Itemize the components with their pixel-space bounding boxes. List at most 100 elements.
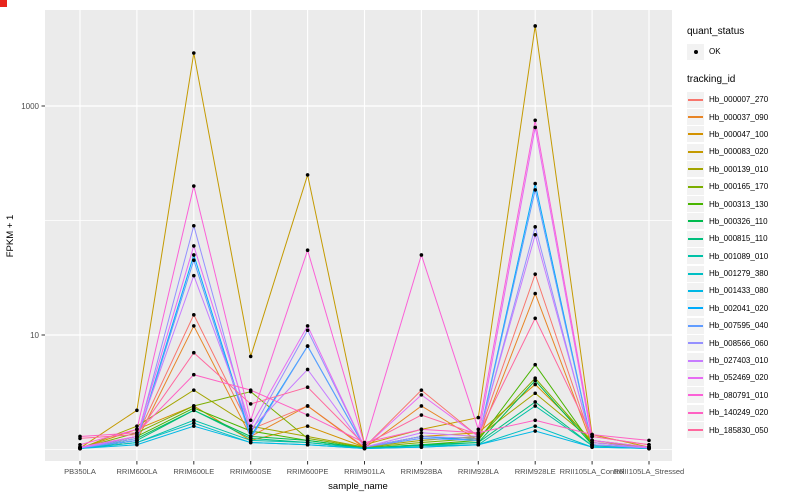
legend-title-tracking-id: tracking_id [687, 74, 736, 85]
corner-marker [0, 0, 7, 7]
data-point [248, 354, 253, 359]
data-point [192, 184, 196, 188]
data-point [476, 427, 481, 432]
legend-key [687, 387, 704, 404]
legend-item-Hb_001433_080: Hb_001433_080 [687, 282, 799, 299]
data-point [192, 350, 196, 355]
data-point [419, 388, 424, 392]
legend-key [687, 213, 704, 230]
data-point [192, 223, 196, 228]
legend-item-label: Hb_001089_010 [709, 251, 769, 261]
legend-item-Hb_000326_110: Hb_000326_110 [687, 213, 799, 230]
legend-key [687, 143, 704, 160]
line-key-icon [688, 133, 703, 136]
data-point [305, 248, 310, 253]
x-tick-label: RRIM600LA [116, 467, 157, 476]
legend-item-Hb_001279_380: Hb_001279_380 [687, 265, 799, 282]
data-point [533, 181, 537, 186]
data-point [135, 442, 139, 447]
line-key-icon [688, 411, 703, 414]
line-key-icon [688, 150, 703, 153]
legend-item-label: Hb_007595_040 [709, 321, 769, 331]
data-point [135, 427, 139, 432]
data-point [533, 382, 537, 387]
data-point [305, 424, 310, 428]
data-point [305, 442, 310, 447]
panel-bg [45, 10, 672, 461]
x-tick-label: RRIM600LE [173, 467, 214, 476]
legend-key [687, 300, 704, 317]
legend-item-label: Hb_000007_270 [709, 95, 769, 105]
data-point [78, 442, 82, 447]
data-point [305, 385, 310, 390]
data-point [533, 272, 537, 276]
x-tick-label: RRIM928BA [401, 467, 443, 476]
data-point [192, 418, 196, 423]
legend-key [687, 282, 704, 299]
x-tick-label: RRIM600PE [287, 467, 329, 476]
data-point [135, 424, 139, 428]
y-tick-label: 10 [30, 331, 39, 340]
data-point [533, 188, 537, 192]
legend-key [687, 126, 704, 143]
legend-tracking-id: tracking_id Hb_000007_270 Hb_000037_090 Hb… [687, 74, 799, 439]
legend-key [687, 422, 704, 439]
data-point [533, 418, 537, 423]
legend-item-label: Hb_080791_010 [709, 390, 769, 400]
legend-key [687, 91, 704, 108]
legend-item-Hb_000165_170: Hb_000165_170 [687, 178, 799, 195]
point-key-icon [693, 49, 698, 54]
line-key-icon [688, 255, 703, 258]
data-point [419, 430, 424, 435]
data-point [192, 258, 196, 263]
line-key-icon [688, 116, 703, 119]
data-point [192, 372, 196, 377]
legend-key [687, 404, 704, 421]
line-key-icon [688, 324, 703, 327]
x-axis-title: sample_name [328, 481, 388, 492]
data-point [78, 436, 82, 441]
line-key-icon [688, 185, 703, 188]
data-point [533, 429, 537, 433]
line-key-icon [688, 342, 703, 345]
x-tick-label: RRIM600SE [230, 467, 272, 476]
legend-item-label: Hb_000326_110 [709, 216, 768, 226]
data-point [476, 442, 481, 447]
data-point [533, 400, 537, 404]
data-point [192, 388, 196, 392]
legend-item-Hb_000313_130: Hb_000313_130 [687, 195, 799, 213]
data-point [248, 440, 253, 445]
data-point [533, 291, 537, 296]
legend-title-quant-status: quant_status [687, 26, 745, 37]
legend-key [687, 178, 704, 195]
data-point [192, 51, 196, 55]
data-point [305, 413, 310, 417]
data-point [419, 434, 424, 439]
data-point [192, 424, 196, 428]
data-point [476, 415, 481, 420]
line-key-icon [688, 394, 703, 397]
data-point [192, 324, 196, 328]
y-tick-label: 1000 [21, 102, 39, 111]
data-point [362, 442, 367, 447]
legend-item-Hb_185830_050: Hb_185830_050 [687, 421, 799, 439]
legend-item-label: Hb_002041_020 [709, 303, 769, 313]
legend-item-label: Hb_000047_100 [709, 129, 769, 139]
data-point [533, 316, 537, 321]
data-point [533, 225, 537, 229]
line-key-icon [688, 203, 703, 206]
legend-item-Hb_002041_020: Hb_002041_020 [687, 300, 799, 317]
line-key-icon [688, 307, 703, 310]
legend-item-Hb_000037_090: Hb_000037_090 [687, 108, 799, 126]
legend-item-Hb_140249_020: Hb_140249_020 [687, 404, 799, 421]
legend-quant-status: quant_status OK [687, 26, 799, 60]
legend-item-label: Hb_000313_130 [709, 199, 769, 209]
legend-tracking-items: Hb_000007_270 Hb_000037_090 Hb_000047_100 H… [687, 91, 799, 439]
line-key-icon [688, 98, 703, 101]
data-point [192, 273, 196, 278]
legend-item-label: Hb_000083_020 [709, 147, 769, 157]
line-key-icon [688, 168, 703, 171]
data-point [192, 313, 196, 317]
data-point [533, 233, 537, 237]
